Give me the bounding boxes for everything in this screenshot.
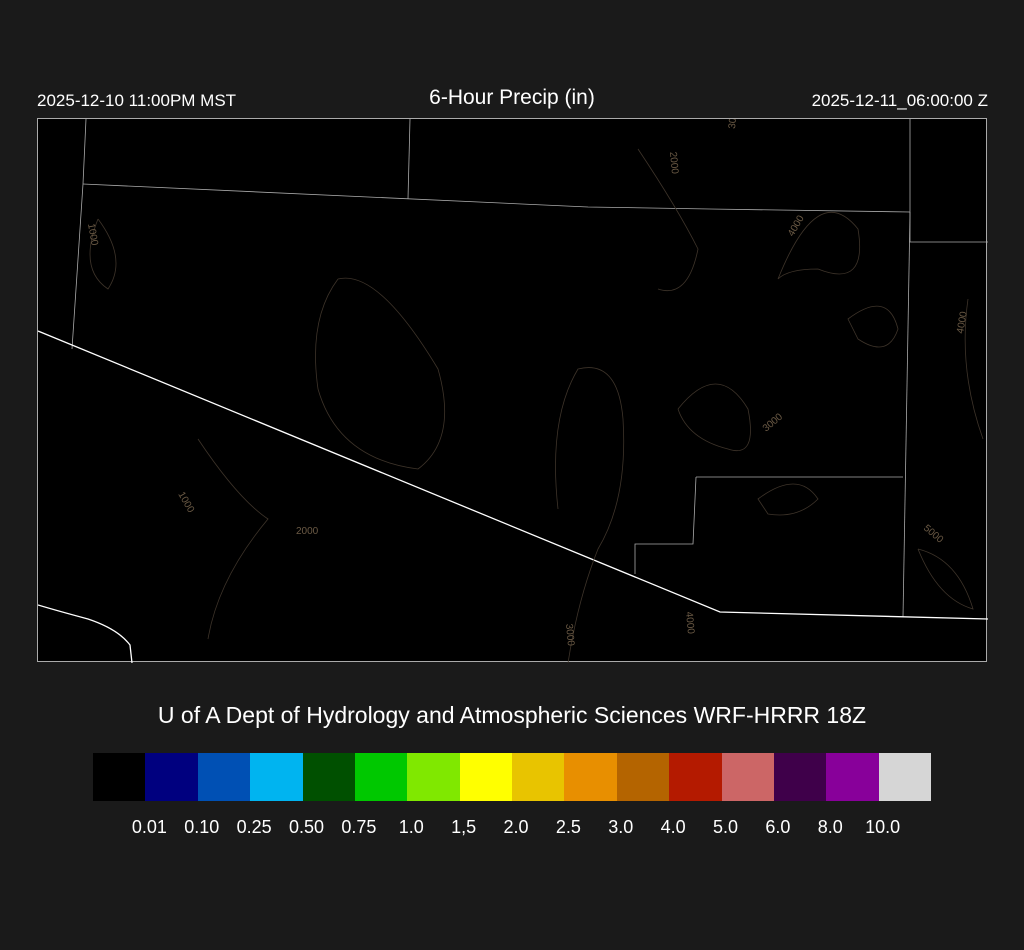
- contour-label: 3000: [563, 623, 576, 647]
- county-boundaries: [71, 118, 988, 618]
- contour-label: 4000: [955, 310, 970, 334]
- contour-label: 2000: [667, 151, 680, 175]
- colorbar-swatch: [878, 753, 931, 801]
- colorbar-swatch: [512, 753, 565, 801]
- contour-label: 4000: [683, 611, 696, 635]
- state-boundaries: [37, 330, 989, 664]
- colorbar-label: 0.50: [288, 817, 325, 837]
- colorbar-label: 4.0: [660, 817, 686, 837]
- county-line: [902, 211, 911, 618]
- colorbar: [93, 753, 931, 801]
- county-line: [634, 476, 697, 574]
- colorbar-swatch: [721, 753, 774, 801]
- colorbar-swatch: [564, 753, 617, 801]
- colorbar-label: 1,5: [451, 817, 477, 837]
- contour-label: 1000: [175, 490, 196, 515]
- map-canvas: 1000 1000 2000 2000 3000 3000 3000 4000 …: [37, 106, 989, 664]
- county-line: [82, 183, 911, 213]
- contour-label: 1000: [85, 223, 100, 247]
- colorbar-label: 5.0: [712, 817, 739, 837]
- colorbar-swatch: [354, 753, 408, 801]
- colorbar-label: 2.0: [503, 817, 529, 837]
- colorbar-label: 2.5: [555, 817, 581, 837]
- colorbar-swatch: [616, 753, 670, 801]
- map-title: 6-Hour Precip (in): [429, 86, 595, 109]
- contour-label: 4000: [786, 213, 807, 238]
- colorbar-swatch: [302, 753, 355, 801]
- colorbar-label: 10.0: [865, 817, 901, 837]
- colorbar-swatch: [773, 753, 827, 801]
- colorbar-label: 0.01: [131, 817, 167, 837]
- valid-time-local: 2025-12-10 11:00PM MST: [37, 91, 237, 110]
- colorbar-label: 0.75: [341, 817, 377, 837]
- colorbar-label: 3.0: [608, 817, 634, 837]
- colorbar-swatch: [197, 753, 251, 801]
- colorbar-label: 0.10: [184, 817, 220, 837]
- model-credit: U of A Dept of Hydrology and Atmospheric…: [157, 702, 867, 728]
- colorbar-swatch: [826, 753, 879, 801]
- state-line: [37, 604, 133, 664]
- county-line: [909, 119, 988, 243]
- county-line: [71, 118, 87, 350]
- colorbar-swatch: [407, 753, 460, 801]
- colorbar-swatch: [669, 753, 722, 801]
- colorbar-swatch: [250, 753, 303, 801]
- state-line: [37, 330, 989, 620]
- colorbar-label: 1.0: [398, 817, 424, 837]
- contour-label: 3000: [727, 119, 740, 129]
- precip-map: 1000 1000 2000 2000 3000 3000 3000 4000 …: [37, 106, 989, 664]
- colorbar-label: 0.25: [236, 817, 272, 837]
- colorbar-label: 6.0: [765, 817, 791, 837]
- colorbar-swatch: [145, 753, 198, 801]
- contour-label: 3000: [761, 411, 785, 434]
- contour-label: 5000: [921, 523, 945, 546]
- county-line: [407, 118, 411, 200]
- valid-time-utc: 2025-12-11_06:00:00 Z: [811, 91, 988, 110]
- colorbar-swatch: [459, 753, 512, 801]
- colorbar-label: 8.0: [817, 817, 843, 837]
- colorbar-swatch: [93, 753, 146, 801]
- contour-label: 2000: [296, 526, 319, 537]
- elevation-contours: [89, 148, 984, 664]
